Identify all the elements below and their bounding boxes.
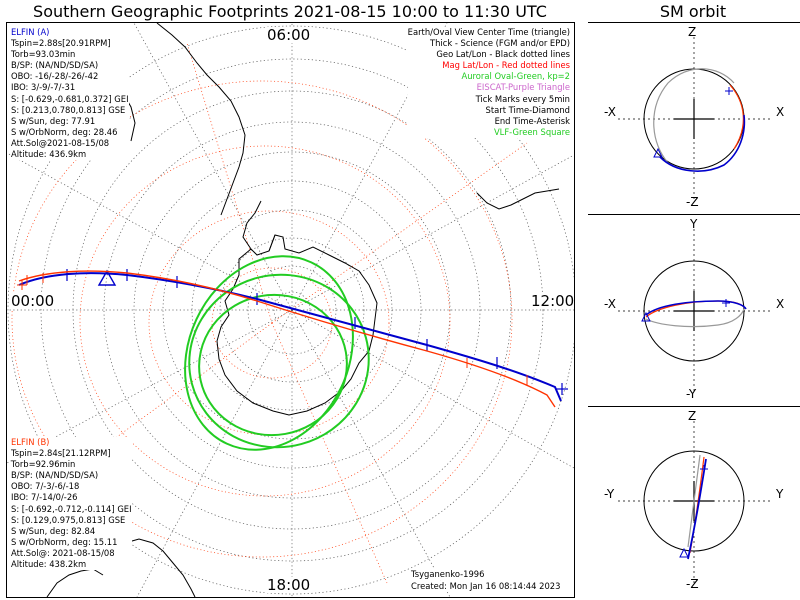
- elfin-a-name: ELFIN (A): [11, 27, 50, 37]
- elfin-b-ticks: [26, 273, 528, 385]
- elfin-b-line: S w/OrbNorm, deg: 15.11: [11, 536, 118, 547]
- legend-entry: VLF-Green Square: [493, 126, 570, 137]
- elfin-b-start-asterisk: [17, 280, 27, 290]
- antarctica-coastline: [216, 200, 378, 416]
- created-label: Created: Mon Jan 16 08:14:44 2023: [411, 581, 561, 593]
- elfin-a-line: S: [0.213,0.780,0.813] GSE: [11, 104, 126, 115]
- elfin-b-trace: [18, 270, 556, 408]
- elfin-a-end-asterisk: [556, 383, 568, 395]
- elfin-a-line: S: [-0.629,-0.681,0.372] GEI: [11, 93, 129, 104]
- legend-entry: Tick Marks every 5min: [475, 93, 570, 104]
- axis-label-left: -X: [604, 105, 616, 119]
- elfin-a-line: Att.Sol@2021-08-15/08: [11, 137, 110, 148]
- elfin-b-line: Torb=92.96min: [11, 459, 76, 470]
- footprint-map: 06:00 00:00 12:00 18:00 ELFIN (A) Tspin=…: [6, 22, 575, 598]
- orbit-panel-xz: Z -Z -X X: [588, 22, 800, 215]
- orbit-title: SM orbit: [659, 2, 727, 21]
- map-legend: Earth/Oval View Center Time (triangle) T…: [407, 27, 570, 138]
- axis-label-top: Z: [688, 409, 697, 423]
- elfin-a-line: Altitude: 436.9km: [11, 149, 87, 160]
- orbit-panel-xy: Y -Y -X X: [588, 214, 800, 407]
- model-label: Tsyganenko-1996: [411, 569, 485, 581]
- sm-orbit-column: Z -Z -X X Y -Y -X X: [588, 22, 800, 596]
- elfin-a-line: OBO: -16/-28/-26/-42: [11, 71, 99, 82]
- axis-label-bottom: -Y: [686, 387, 697, 401]
- hour-label-bottom: 18:00: [267, 576, 311, 594]
- hour-label-left: 00:00: [11, 292, 55, 310]
- hour-label-top: 06:00: [267, 26, 311, 44]
- elfin-b-line: OBO: 7/-3/-6/-18: [11, 481, 80, 492]
- elfin-a-line: S w/OrbNorm, deg: 28.46: [11, 126, 118, 137]
- axis-label-left: -X: [604, 297, 616, 311]
- legend-entry: EISCAT-Purple Triangle: [476, 82, 570, 93]
- axis-label-right: X: [776, 297, 785, 311]
- legend-entry: Auroral Oval-Green, kp=2: [461, 71, 570, 82]
- elfin-b-line: Tspin=2.84s[21.12RPM]: [11, 448, 111, 459]
- elfin-b-line: S w/Sun, deg: 82.84: [11, 525, 96, 536]
- legend-entry: Mag Lat/Lon - Red dotted lines: [442, 60, 570, 71]
- axis-label-right: Y: [776, 487, 784, 501]
- map-title: Southern Geographic Footprints 2021-08-1…: [33, 2, 547, 21]
- elfin-b-line: S: [-0.692,-0.712,-0.114] GEI: [11, 503, 132, 514]
- elfin-a-line: S w/Sun, deg: 77.91: [11, 115, 96, 126]
- elfin-b-line: S: [0.129,0.975,0.813] GSE: [11, 514, 126, 525]
- axis-label-top: Y: [690, 217, 698, 231]
- legend-entry: Earth/Oval View Center Time (triangle): [407, 27, 570, 37]
- elfin-a-info: ELFIN (A) Tspin=2.88s[20.91RPM] Torb=93.…: [11, 27, 129, 161]
- elfin-b-name: ELFIN (B): [11, 437, 50, 447]
- elfin-b-line: B/SP: (NA/ND/SD/SA): [11, 470, 99, 481]
- elfin-b-line: Att.Sol@: 2021-08-15/08: [11, 547, 115, 558]
- elfin-a-line: IBO: 3/-9/-7/-31: [11, 82, 76, 93]
- axis-label-bottom: -Z: [686, 577, 699, 591]
- legend-entry: Geo Lat/Lon - Black dotted lines: [436, 49, 570, 60]
- auroral-oval: [184, 255, 370, 451]
- elfin-b-line: Altitude: 438.2km: [11, 559, 87, 570]
- orbit-panel-yz: Z -Z -Y Y: [588, 406, 800, 597]
- axis-label-bottom: -Z: [686, 195, 699, 209]
- elfin-a-line: Torb=93.03min: [11, 49, 76, 60]
- legend-entry: End Time-Asterisk: [494, 115, 570, 126]
- legend-entry: Start Time-Diamond: [485, 104, 570, 115]
- elfin-a-trace: [18, 272, 562, 402]
- axis-label-left: -Y: [604, 487, 615, 501]
- geo-lon-lines: [7, 23, 574, 597]
- axis-label-right: X: [776, 105, 785, 119]
- elfin-a-center-triangle: [97, 269, 117, 286]
- hour-label-right: 12:00: [531, 292, 575, 310]
- elfin-a-line: Tspin=2.88s[20.91RPM]: [11, 38, 111, 49]
- elfin-b-line: IBO: 7/-14/0/-26: [11, 492, 78, 503]
- elfin-a-line: B/SP: (NA/ND/SD/SA): [11, 60, 99, 71]
- axis-label-top: Z: [688, 25, 697, 39]
- elfin-a-ticks: [66, 269, 498, 369]
- elfin-b-info: ELFIN (B) Tspin=2.84s[21.12RPM] Torb=92.…: [11, 437, 132, 571]
- legend-entry: Thick - Science (FGM and/or EPD): [429, 38, 570, 49]
